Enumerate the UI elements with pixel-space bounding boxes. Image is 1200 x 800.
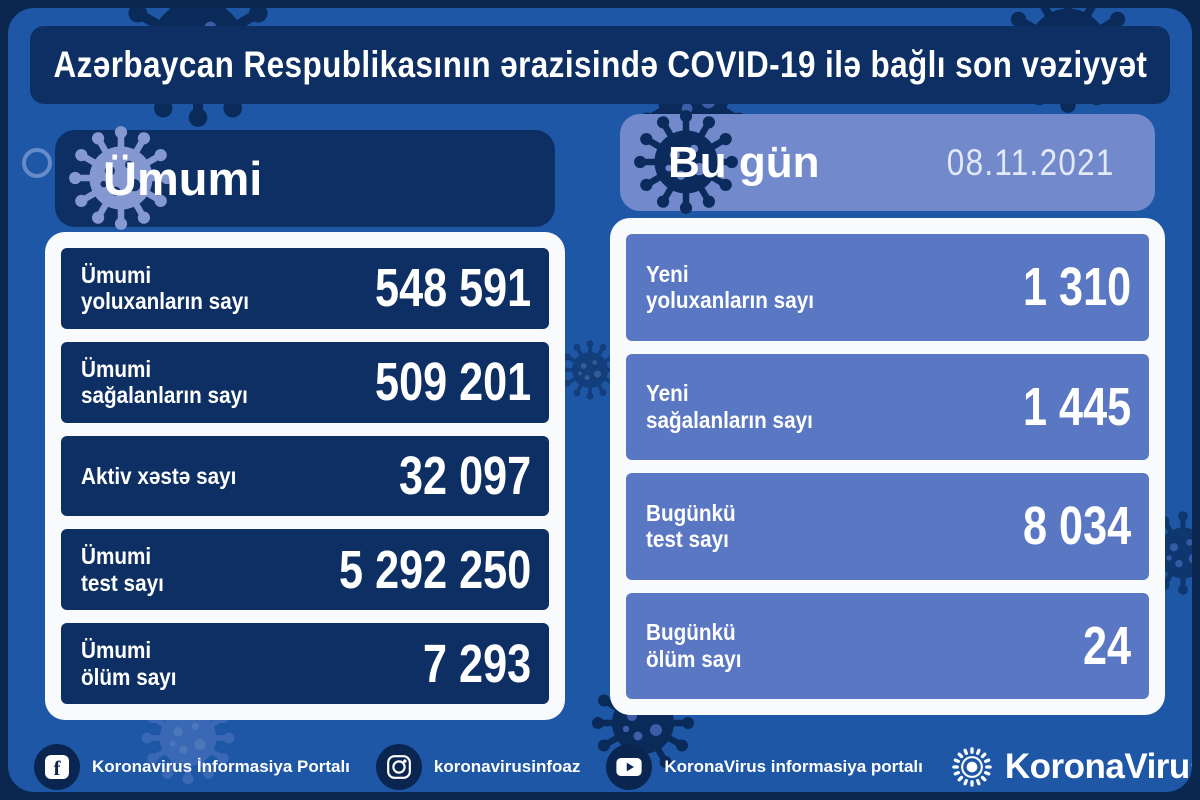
stat-label: Ümumi ölüm sayı	[81, 637, 177, 690]
instagram-icon	[375, 744, 422, 790]
facebook-link[interactable]: f Koronavirus İnformasiya Portalı	[34, 744, 350, 790]
stat-row-active-cases: Aktiv xəstə sayı 32 097	[61, 435, 549, 517]
stat-value: 24	[1082, 615, 1131, 676]
youtube-label: KoronaVirus informasiya portalı	[664, 757, 923, 776]
stat-label: Aktiv xəstə sayı	[81, 462, 237, 489]
stat-label: Yeni yoluxanların sayı	[646, 260, 814, 314]
stat-row-new-recovered: Yeni sağalanların sayı 1 445	[626, 353, 1149, 460]
totals-header: Ümumi	[55, 126, 555, 230]
stat-value: 1 310	[1022, 257, 1131, 318]
facebook-icon: f	[34, 744, 80, 790]
stat-value: 5 292 250	[338, 539, 531, 600]
stat-row-total-infected: Ümumi yoluxanların sayı 548 591	[61, 248, 549, 329]
koronavirus-info-logo: KoronaVirus info	[949, 744, 1192, 790]
stat-row-new-infected: Yeni yoluxanların sayı 1 310	[626, 234, 1149, 341]
youtube-icon	[606, 744, 653, 790]
stat-row-total-recovered: Ümumi sağalanların sayı 509 201	[61, 341, 549, 423]
stat-value: 32 097	[398, 445, 531, 506]
infographic-panel: Azərbaycan Respublikasının ərazisində CO…	[8, 8, 1192, 792]
stat-row-total-deaths: Ümumi ölüm sayı 7 293	[61, 623, 549, 704]
stat-label: Ümumi yoluxanların sayı	[81, 261, 249, 315]
footer: f Koronavirus İnformasiya Portalı korona…	[34, 739, 1192, 792]
stat-label: Bugünkü test sayı	[646, 499, 736, 553]
stat-row-today-tests: Bugünkü test sayı 8 034	[626, 473, 1149, 580]
page-title: Azərbaycan Respublikasının ərazisində CO…	[53, 44, 1147, 85]
stat-value: 1 445	[1022, 376, 1131, 437]
today-header: Bu gün 08.11.2021	[620, 110, 1155, 214]
stat-label: Yeni sağalanların sayı	[646, 380, 813, 433]
stat-label: Bugünkü ölüm sayı	[646, 619, 742, 672]
title-banner: Azərbaycan Respublikasının ərazisində CO…	[30, 26, 1170, 104]
stat-value: 8 034	[1022, 496, 1131, 557]
totals-header-label: Ümumi	[103, 152, 263, 205]
stat-value: 7 293	[422, 633, 531, 694]
stat-label: Ümumi test sayı	[81, 543, 164, 596]
ring-decoration	[22, 148, 52, 178]
instagram-label: koronavirusinfoaz	[433, 757, 581, 776]
logo-text: KoronaVirus	[1004, 747, 1192, 786]
stat-row-today-deaths: Bugünkü ölüm sayı 24	[626, 592, 1149, 699]
sun-virus-icon	[951, 746, 993, 788]
today-card: Yeni yoluxanların sayı 1 310 Yeni sağalanl…	[610, 218, 1165, 715]
report-date: 08.11.2021	[946, 141, 1115, 183]
today-header-label: Bu gün	[668, 137, 820, 187]
instagram-link[interactable]: koronavirusinfoaz	[375, 744, 581, 790]
facebook-label: Koronavirus İnformasiya Portalı	[92, 757, 350, 776]
stat-label: Ümumi sağalanların sayı	[81, 355, 248, 409]
youtube-link[interactable]: KoronaVirus informasiya portalı	[606, 744, 923, 790]
stat-row-total-tests: Ümumi test sayı 5 292 250	[61, 529, 549, 611]
stat-value: 509 201	[374, 352, 531, 413]
stat-value: 548 591	[374, 258, 531, 319]
totals-card: Ümumi yoluxanların sayı 548 591 Ümumi sağa…	[45, 232, 565, 720]
